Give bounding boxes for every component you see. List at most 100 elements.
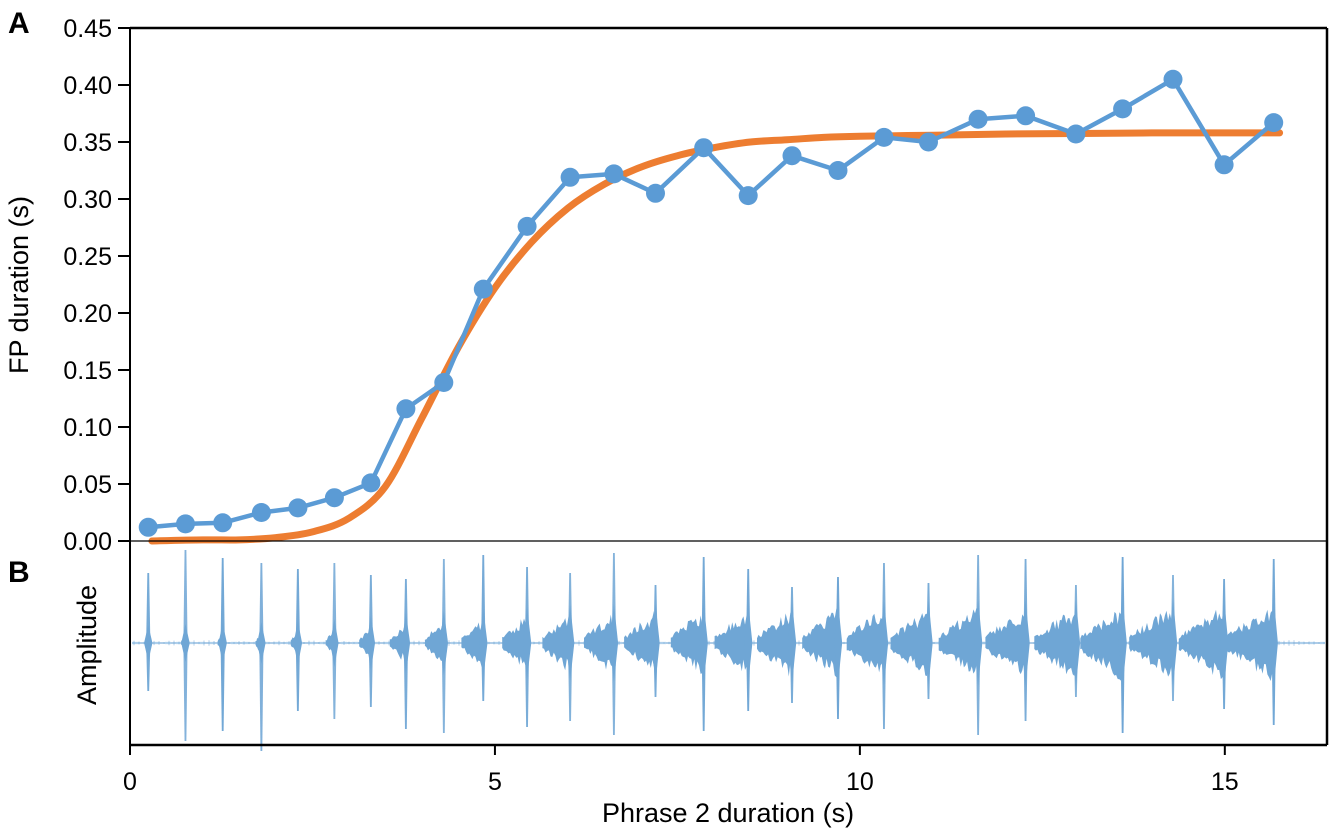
axis-ticks: 0.00 0.05 0.10 0.15 0.20 0.25 0.30 0.35 0.40 0.45… [63,15,1238,796]
y-tick-label: 0.25 [63,243,112,271]
waveform-spike-pedestal [479,609,488,677]
waveform-note-blob [1129,610,1173,681]
waveform-note-blob [1178,609,1225,680]
data-point-marker [919,132,938,152]
data-point-marker [604,164,624,184]
y-axis-title-panel-b: Amplitude [72,585,102,705]
x-tick-label: 5 [488,768,502,796]
data-point-marker [1066,124,1086,144]
waveform-note-blob [542,614,571,671]
waveform-panel [132,550,1325,751]
panel-b-label: B [8,556,30,589]
waveform-spike-pedestal [293,621,303,665]
x-tick-label: 15 [1211,768,1239,796]
waveform-note-blob [802,608,838,678]
waveform-note-blob [670,608,704,674]
data-point-marker [1264,113,1284,133]
x-tick-label: 0 [123,768,137,796]
sigmoid-fit-curve [148,129,1284,545]
waveform-note-blob [584,614,614,670]
data-point-marker [738,186,758,206]
waveform-spike-pedestal [973,600,983,686]
y-tick-label: 0.30 [63,186,112,214]
waveform-note-blob [714,615,749,672]
waveform-spike-pedestal [1118,599,1127,687]
data-series-panel [138,69,1284,545]
waveform-note-blob [1034,614,1076,676]
waveform-note-blob [424,624,444,668]
waveform-spike-pedestal [401,613,411,673]
data-point-marker [1163,69,1183,89]
waveform-spike-pedestal [257,622,266,664]
data-point-marker [434,373,454,392]
data-point-marker [138,517,158,537]
data-point-marker [324,488,344,508]
waveform-spike-pedestal [1071,600,1081,686]
waveform-note-blob [846,609,884,673]
waveform-spike-pedestal [787,602,797,684]
waveform-note-blob [1080,611,1123,681]
data-point-marker [396,399,416,419]
waveform-spike-pedestal [1269,598,1278,688]
y-tick-label: 0.10 [63,414,112,442]
panel-a-label: A [8,7,30,40]
waveform-spike-pedestal [522,607,532,679]
data-point-marker [213,513,233,533]
data-point-marker [251,503,271,522]
waveform-spike-pedestal [366,616,376,670]
data-point-marker [782,146,802,166]
waveform-note-blob [359,624,371,662]
waveform-spike-pedestal [181,624,190,662]
plot-frame [129,26,1329,747]
waveform-spike-pedestal [439,611,449,675]
x-tick-label: 10 [846,768,874,796]
data-point-marker [517,216,537,236]
waveform-note-blob [389,626,406,660]
waveform-spike-pedestal [144,625,153,661]
waveform-spike-pedestal [651,604,660,682]
data-point-marker [646,183,665,203]
waveform-spike-pedestal [699,603,708,683]
waveform-note-blob [461,617,484,668]
y-tick-label: 0.45 [63,15,112,43]
waveform-spike-pedestal [833,602,843,684]
waveform-note-blob [757,612,792,677]
y-tick-label: 0.20 [63,300,112,328]
waveform-spike-pedestal [879,601,889,685]
waveform-spike-pedestal [330,619,339,667]
data-point-marker [176,514,195,534]
data-point-marker [1113,99,1133,119]
x-axis-title: Phrase 2 duration (s) [602,798,854,828]
waveform-note-blob [938,607,979,674]
waveform-spike-pedestal [1168,599,1178,687]
waveform-spike-pedestal [1021,600,1030,686]
data-point-marker [874,127,894,147]
y-tick-label: 0.05 [63,471,112,499]
waveform-spike-pedestal [1219,599,1229,687]
waveform-note-blob [624,611,656,668]
data-point-marker [1214,155,1234,175]
y-tick-label: 0.15 [63,357,112,385]
y-tick-label: 0.35 [63,129,112,157]
data-point-marker [288,498,308,518]
data-point-marker [473,279,493,299]
data-point-marker [560,167,580,187]
y-tick-label: 0.00 [63,528,112,556]
data-point-marker [828,161,848,180]
y-axis-title-panel-a: FP duration (s) [4,196,34,374]
data-point-marker [361,473,381,493]
waveform-spike-pedestal [218,623,227,663]
waveform-note-blob [1226,609,1274,681]
data-point-marker [968,109,988,129]
waveform-note-blob [985,604,1026,680]
y-tick-label: 0.40 [63,72,112,100]
waveform-spike-pedestal [924,601,933,685]
waveform-note-blob [502,618,528,669]
waveform-spike-pedestal [744,603,753,683]
data-point-marker [694,138,714,158]
waveform-spike-pedestal [609,604,619,682]
data-point-marker [1016,106,1036,126]
waveform-note-blob [890,613,929,676]
